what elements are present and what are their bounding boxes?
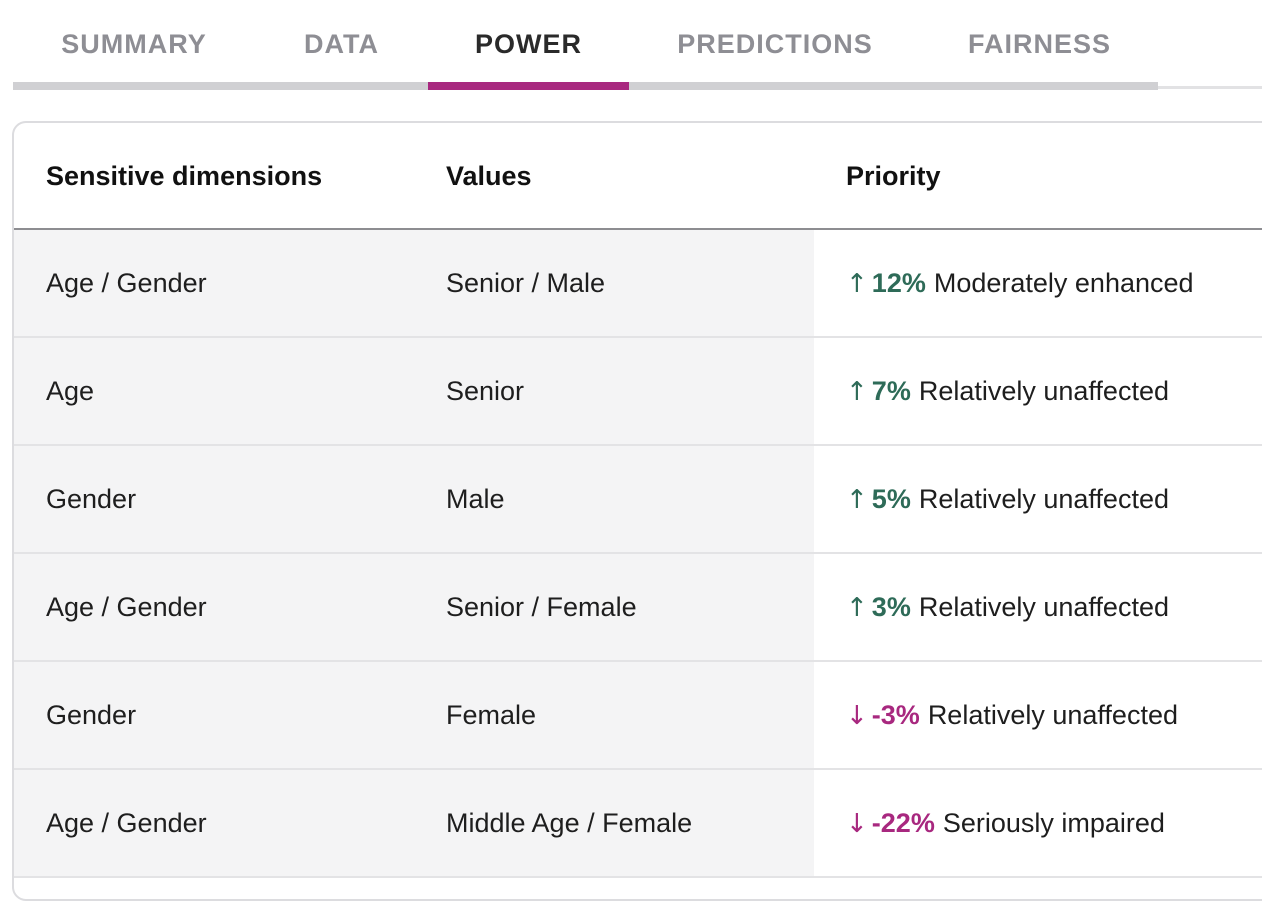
priority-percent: -3% <box>871 700 920 730</box>
tab-label: FAIRNESS <box>967 29 1112 59</box>
active-tab-indicator <box>428 82 629 90</box>
arrow-up-icon: ↑ <box>846 377 868 407</box>
row-shade <box>14 230 814 336</box>
priority-cell: ↓ -22% Seriously impaired <box>846 808 1165 839</box>
dimension-cell: Age / Gender <box>46 808 207 838</box>
value-cell: Middle Age / Female <box>446 808 693 838</box>
tab-label: PREDICTIONS <box>677 29 873 59</box>
column-header-sensitive-dimensions: Sensitive dimensions <box>46 161 323 191</box>
table-row: Age / Gender Middle Age / Female ↓ -22% Se… <box>14 770 1262 878</box>
row-shade <box>14 554 814 660</box>
tab-summary[interactable]: SUMMARY <box>13 0 255 90</box>
arrow-down-icon: ↓ <box>846 701 868 731</box>
priority-cell: ↑ 5% Relatively unaffected <box>846 484 1169 515</box>
row-shade <box>14 662 814 768</box>
row-shade <box>14 770 814 876</box>
priority-label: Moderately enhanced <box>933 268 1194 298</box>
dimension-cell: Gender <box>46 484 137 514</box>
tab-predictions[interactable]: PREDICTIONS <box>629 0 921 90</box>
dimension-cell: Age / Gender <box>46 268 207 298</box>
dimension-cell: Gender <box>46 700 137 730</box>
table-row: Age Senior ↑ 7% Relatively unaffected <box>14 338 1262 446</box>
priority-label: Relatively unaffected <box>918 592 1169 622</box>
table-row: Gender Male ↑ 5% Relatively unaffected <box>14 446 1262 554</box>
tab-track-tail <box>1158 86 1262 89</box>
value-cell: Senior / Male <box>446 268 606 298</box>
table-header: Sensitive dimensions Values Priority <box>14 123 1262 230</box>
arrow-up-icon: ↑ <box>846 593 868 623</box>
table-row: Age / Gender Senior / Male ↑ 12% Moderatel… <box>14 230 1262 338</box>
value-cell: Senior / Female <box>446 592 637 622</box>
table-body: Age / Gender Senior / Male ↑ 12% Moderatel… <box>14 230 1262 878</box>
priority-label: Seriously impaired <box>942 808 1165 838</box>
tab-power[interactable]: POWER <box>428 0 629 90</box>
priority-cell: ↓ -3% Relatively unaffected <box>846 700 1178 731</box>
row-shade <box>14 338 814 444</box>
dimension-cell: Age <box>46 376 95 406</box>
dimension-cell: Age / Gender <box>46 592 207 622</box>
row-shade <box>14 446 814 552</box>
tab-bar: SUMMARY DATA POWER PREDICTIONS FAIRNESS <box>13 0 1262 90</box>
priority-percent: 5% <box>871 484 911 514</box>
tab-label: SUMMARY <box>61 29 207 59</box>
priority-percent: -22% <box>871 808 935 838</box>
priority-percent: 7% <box>871 376 911 406</box>
tab-label: DATA <box>304 29 379 59</box>
arrow-up-icon: ↑ <box>846 485 868 515</box>
priority-label: Relatively unaffected <box>918 376 1169 406</box>
value-cell: Male <box>446 484 505 514</box>
tab-fairness[interactable]: FAIRNESS <box>921 0 1158 90</box>
priority-label: Relatively unaffected <box>927 700 1178 730</box>
tab-label: POWER <box>474 29 582 59</box>
priority-table-card: Sensitive dimensions Values Priority Age… <box>12 121 1262 901</box>
column-header-values: Values <box>446 161 532 191</box>
value-cell: Female <box>446 700 537 730</box>
arrow-down-icon: ↓ <box>846 809 868 839</box>
priority-cell: ↑ 12% Moderately enhanced <box>846 268 1194 299</box>
table-row: Age / Gender Senior / Female ↑ 3% Relative… <box>14 554 1262 662</box>
arrow-up-icon: ↑ <box>846 269 868 299</box>
priority-cell: ↑ 3% Relatively unaffected <box>846 592 1169 623</box>
tab-data[interactable]: DATA <box>255 0 428 90</box>
priority-cell: ↑ 7% Relatively unaffected <box>846 376 1169 407</box>
column-header-priority: Priority <box>846 161 941 191</box>
priority-label: Relatively unaffected <box>918 484 1169 514</box>
priority-percent: 3% <box>871 592 911 622</box>
table-row: Gender Female ↓ -3% Relatively unaffected <box>14 662 1262 770</box>
priority-percent: 12% <box>871 268 926 298</box>
value-cell: Senior <box>446 376 525 406</box>
